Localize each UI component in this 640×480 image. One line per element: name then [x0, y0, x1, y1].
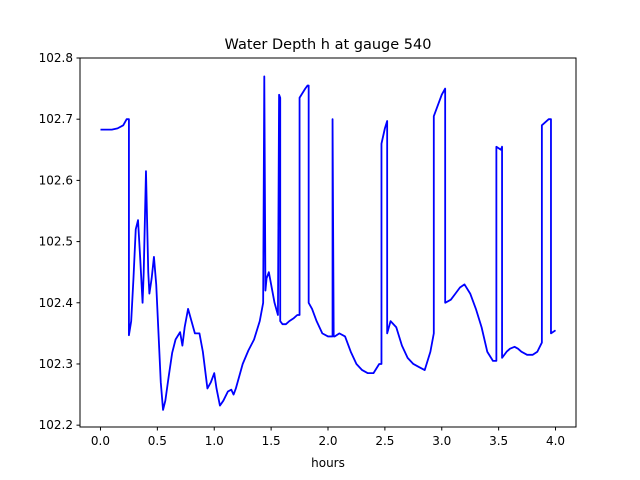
- x-tick-label: 1.0: [205, 434, 224, 448]
- y-tick-label: 102.4: [39, 296, 73, 310]
- x-tick-label: 2.0: [318, 434, 337, 448]
- x-tick-label: 2.5: [375, 434, 394, 448]
- x-tick-label: 0.5: [148, 434, 167, 448]
- x-axis-ticks: 0.0 0.5 1.0 1.5 2.0 2.5 3.0 3.5 4.0: [91, 427, 565, 448]
- y-tick-label: 102.2: [39, 418, 73, 432]
- y-tick-label: 102.3: [39, 357, 73, 371]
- water-depth-series-line: [100, 75, 557, 411]
- x-tick-label: 1.5: [262, 434, 281, 448]
- x-axis-label: hours: [311, 456, 345, 470]
- y-axis-ticks: 102.2 102.3 102.4 102.5 102.6 102.7 102.8: [39, 51, 80, 432]
- y-tick-label: 102.6: [39, 173, 73, 187]
- x-tick-label: 4.0: [546, 434, 565, 448]
- x-tick-label: 3.0: [432, 434, 451, 448]
- x-tick-label: 3.5: [489, 434, 508, 448]
- x-tick-label: 0.0: [91, 434, 110, 448]
- y-tick-label: 102.8: [39, 51, 73, 65]
- y-tick-label: 102.7: [39, 112, 73, 126]
- y-tick-label: 102.5: [39, 235, 73, 249]
- plot-frame: [79, 57, 577, 428]
- chart-title: Water Depth h at gauge 540: [225, 37, 432, 53]
